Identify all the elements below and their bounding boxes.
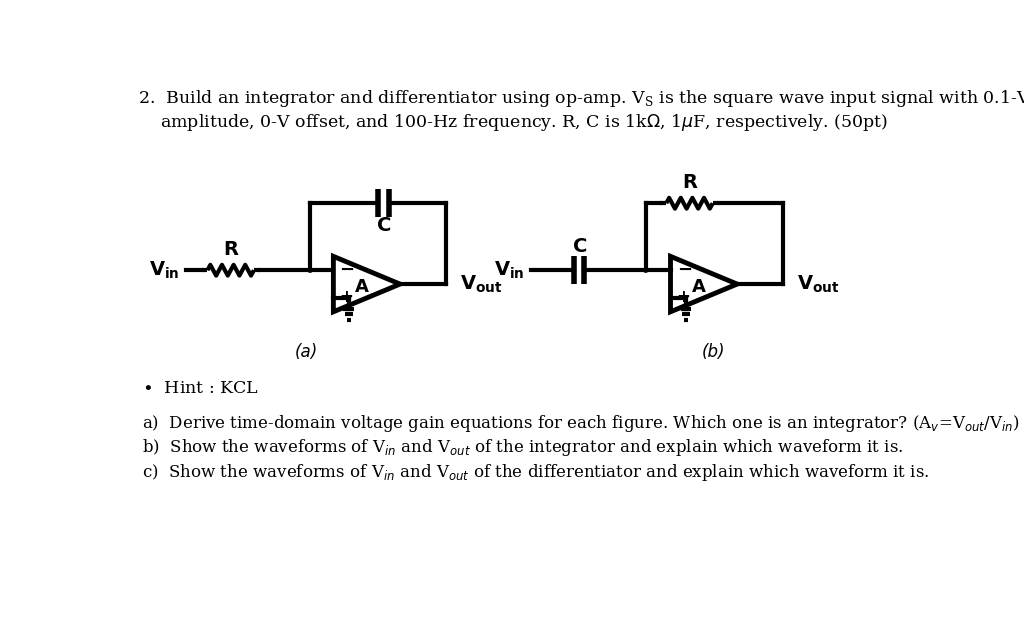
Text: $\bullet$  Hint : KCL: $\bullet$ Hint : KCL xyxy=(142,380,259,397)
Text: R: R xyxy=(223,241,239,259)
Text: A: A xyxy=(691,278,706,296)
Text: (b): (b) xyxy=(701,343,725,361)
Text: +: + xyxy=(340,288,353,306)
Circle shape xyxy=(308,268,312,272)
Text: c)  Show the waveforms of V$_{in}$ and V$_{out}$ of the differentiator and expla: c) Show the waveforms of V$_{in}$ and V$… xyxy=(142,462,930,483)
Text: b)  Show the waveforms of V$_{in}$ and V$_{out}$ of the integrator and explain w: b) Show the waveforms of V$_{in}$ and V$… xyxy=(142,437,903,458)
Text: −: − xyxy=(340,261,354,279)
Text: (a): (a) xyxy=(295,343,317,361)
Text: +: + xyxy=(677,288,690,306)
Text: $\mathbf{V_{in}}$: $\mathbf{V_{in}}$ xyxy=(150,259,180,281)
Text: 2.  Build an integrator and differentiator using op-amp. V$_\mathregular{S}$ is : 2. Build an integrator and differentiato… xyxy=(138,88,1024,109)
Circle shape xyxy=(644,268,647,272)
Text: −: − xyxy=(677,261,692,279)
Text: A: A xyxy=(354,278,369,296)
Text: $\mathbf{V_{out}}$: $\mathbf{V_{out}}$ xyxy=(797,274,840,295)
Text: C: C xyxy=(572,238,587,256)
Text: C: C xyxy=(377,216,392,235)
Text: amplitude, 0-V offset, and 100-Hz frequency. R, C is 1k$\Omega$, 1$\mu$F, respec: amplitude, 0-V offset, and 100-Hz freque… xyxy=(138,113,888,133)
Text: $\mathbf{V_{out}}$: $\mathbf{V_{out}}$ xyxy=(460,274,502,295)
Text: $\mathbf{V_{in}}$: $\mathbf{V_{in}}$ xyxy=(495,259,524,281)
Text: a)  Derive time-domain voltage gain equations for each figure. Which one is an i: a) Derive time-domain voltage gain equat… xyxy=(142,412,1020,434)
Text: R: R xyxy=(682,174,697,192)
